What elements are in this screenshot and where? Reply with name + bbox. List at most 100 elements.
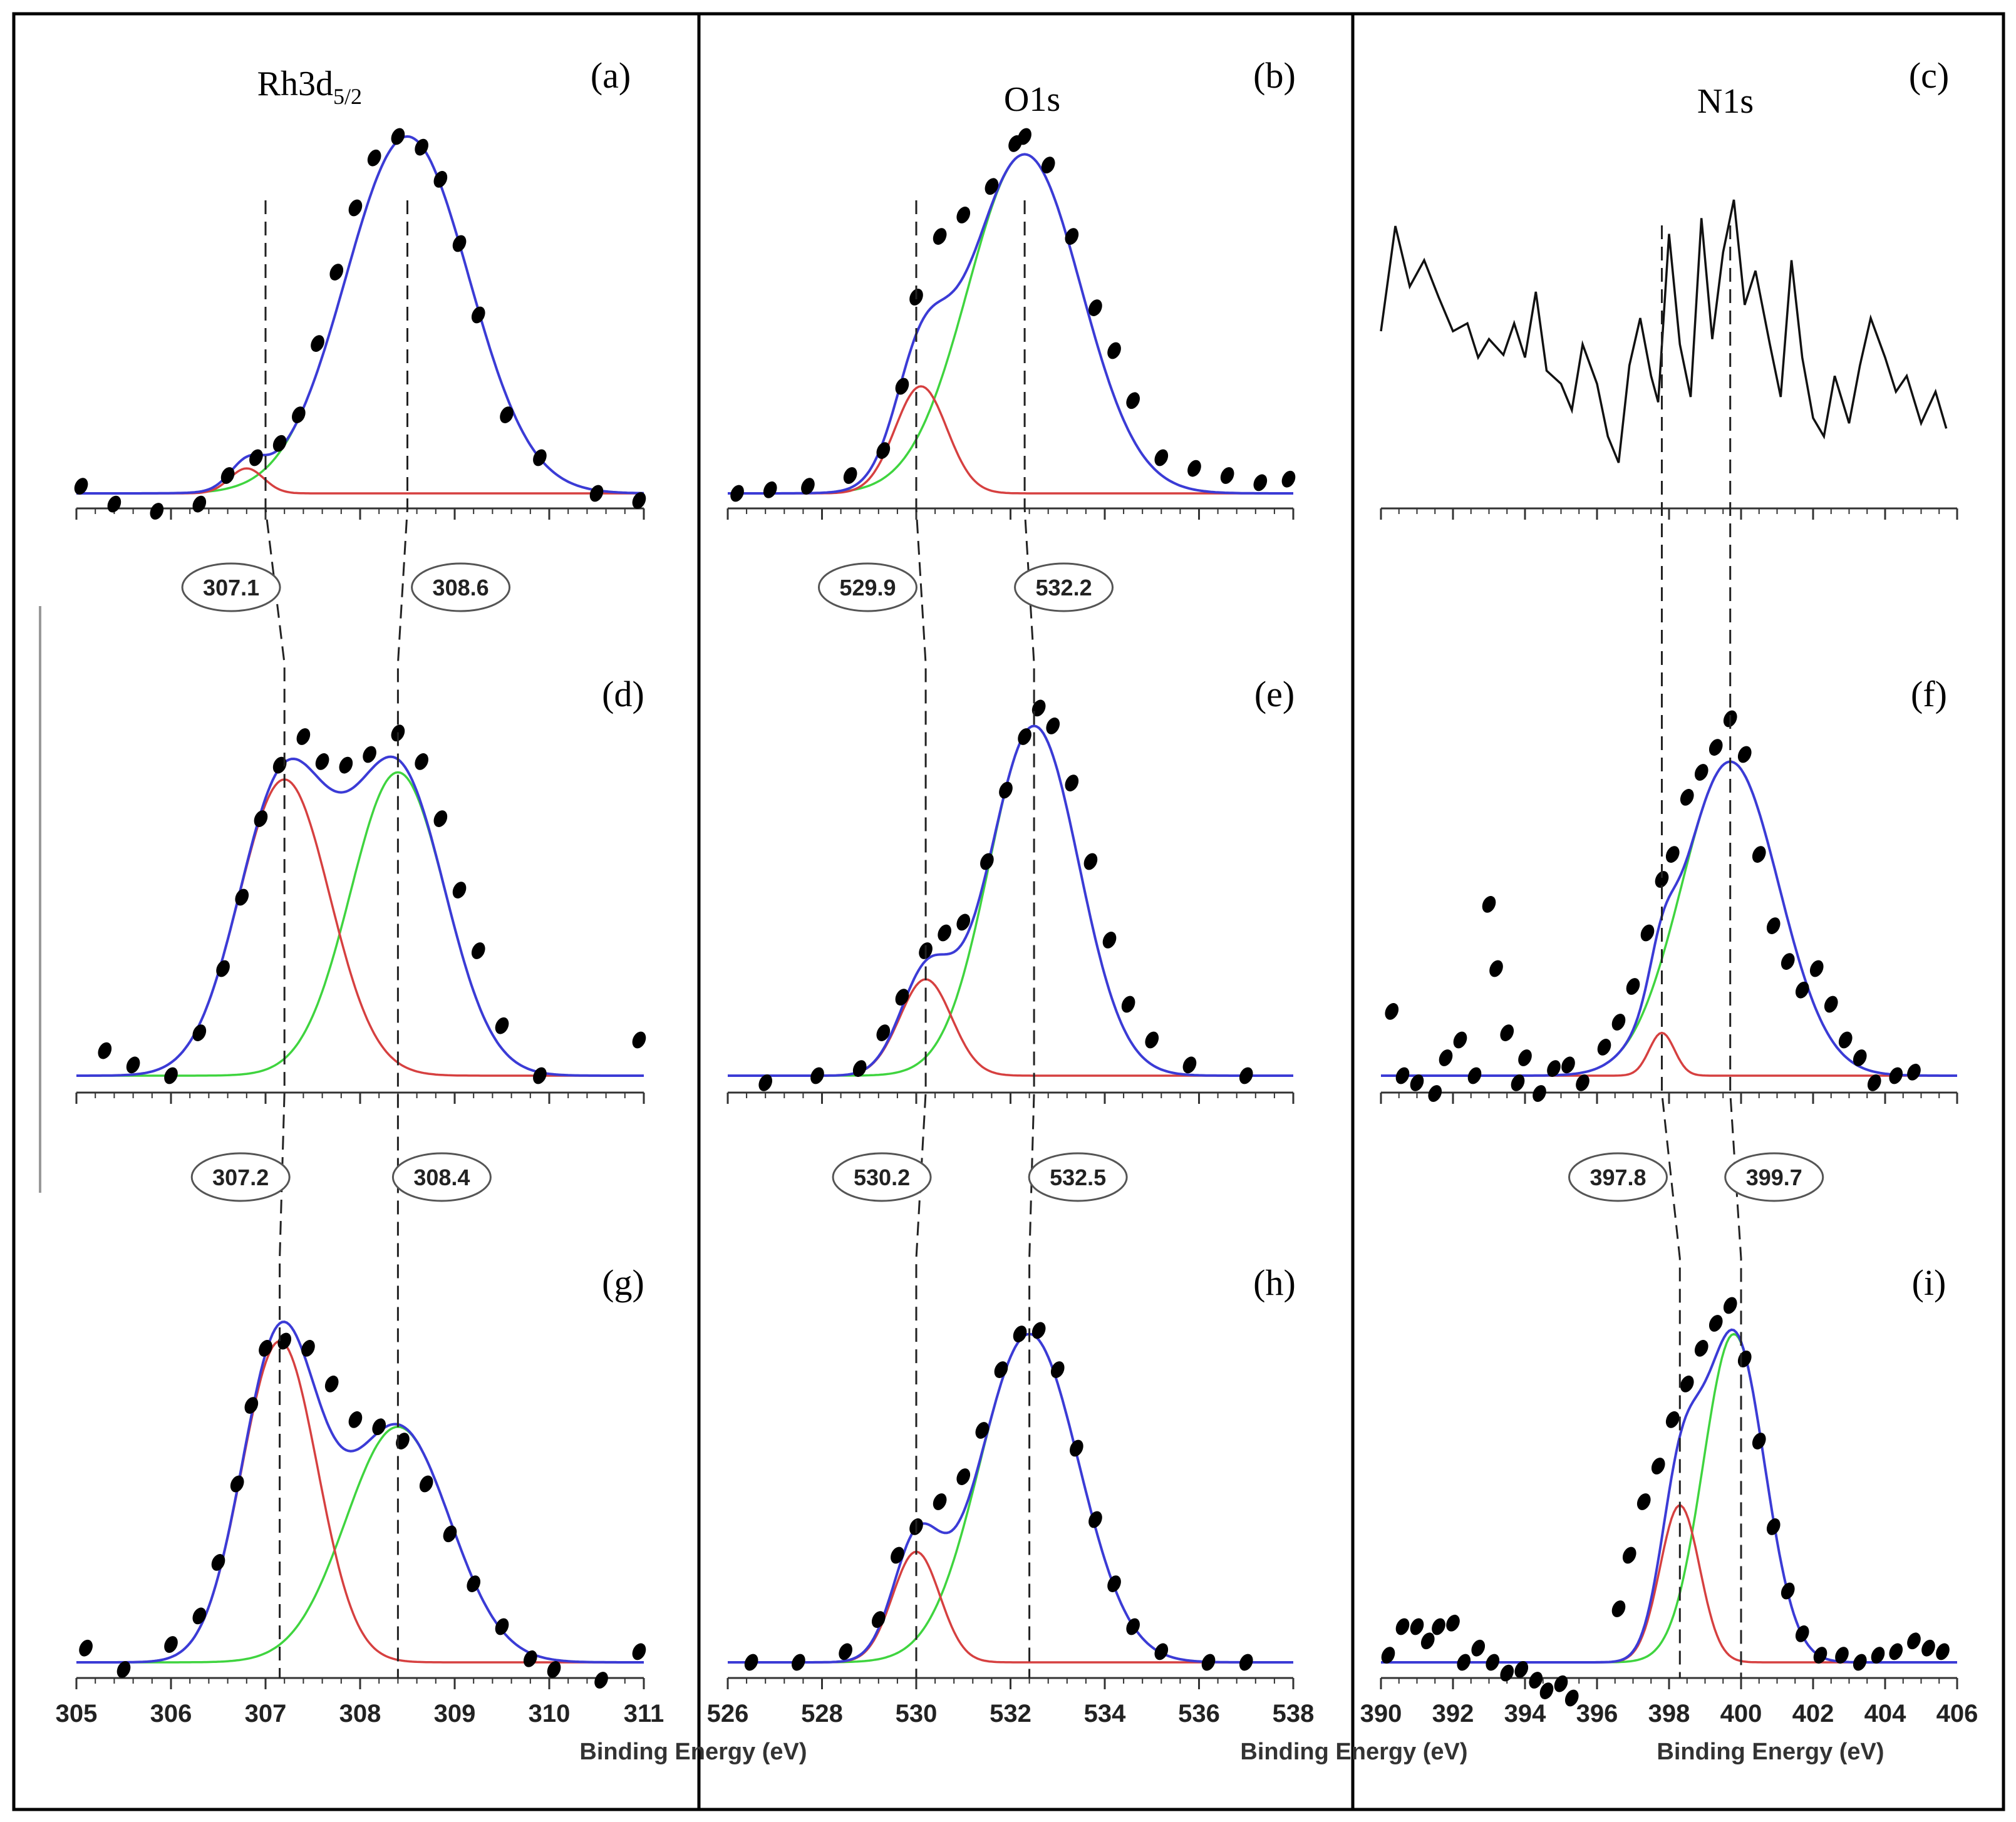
- tick-label: 534: [1084, 1700, 1126, 1727]
- tick-label: 532: [990, 1700, 1031, 1727]
- data-point: [1467, 1067, 1482, 1084]
- red-component-line: [1381, 1031, 1957, 1077]
- panel-label: (c): [1909, 55, 1949, 96]
- peak-value-label: 532.5: [1050, 1165, 1106, 1190]
- peak-value-label: 399.7: [1746, 1165, 1802, 1190]
- data-point: [1795, 1625, 1809, 1642]
- data-point: [1489, 960, 1503, 977]
- data-point: [1853, 1654, 1867, 1671]
- data-point: [452, 882, 467, 898]
- data-point: [871, 1611, 886, 1628]
- data-point: [244, 1397, 259, 1414]
- peak-value-oval: [190, 1152, 291, 1202]
- data-point: [1752, 846, 1766, 863]
- data-point: [396, 1433, 410, 1449]
- peak-value-oval: [1568, 1152, 1668, 1202]
- tick-label: 538: [1273, 1700, 1315, 1727]
- data-point: [1835, 1647, 1849, 1664]
- peak-guide-line: [396, 200, 408, 1678]
- data-point: [1031, 699, 1046, 717]
- tick-label: 390: [1360, 1700, 1402, 1727]
- figure-frame: [12, 12, 2005, 1811]
- data-point: [1201, 1654, 1216, 1671]
- data-point: [254, 810, 268, 827]
- data-point: [1889, 1643, 1903, 1660]
- data-point: [1636, 1493, 1651, 1510]
- data-point: [1239, 1067, 1253, 1084]
- data-point: [1121, 996, 1135, 1013]
- tick-label: 398: [1648, 1700, 1690, 1727]
- red-component-line: [76, 467, 644, 495]
- panel-label: (b): [1253, 55, 1296, 96]
- data-point: [1529, 1672, 1543, 1689]
- data-point: [1781, 1582, 1795, 1600]
- panel-label: (i): [1912, 1262, 1946, 1303]
- data-point: [1694, 764, 1708, 781]
- data-point: [533, 1067, 547, 1084]
- data-point: [594, 1672, 608, 1689]
- data-point: [1626, 978, 1640, 995]
- data-point: [1457, 1654, 1471, 1671]
- data-point: [1482, 896, 1496, 913]
- data-point: [1395, 1067, 1410, 1084]
- peak-value-label: 307.2: [212, 1165, 269, 1190]
- panel-d: (d): [75, 674, 646, 1104]
- data-point: [79, 1639, 93, 1657]
- data-point: [1088, 1511, 1102, 1528]
- data-point: [1766, 1518, 1781, 1535]
- data-point: [547, 1661, 561, 1678]
- panel-label: (f): [1911, 674, 1947, 714]
- data-point: [1824, 996, 1838, 1013]
- data-point: [1253, 474, 1268, 492]
- peak-value-badge: 307.2: [190, 1152, 291, 1202]
- data-point: [1640, 924, 1655, 942]
- data-point: [1182, 1056, 1197, 1074]
- data-point: [1795, 981, 1809, 999]
- envelope-line: [76, 755, 644, 1077]
- data-point: [1547, 1060, 1561, 1077]
- data-point: [956, 207, 971, 224]
- peak-value-label: 307.1: [203, 575, 259, 600]
- data-point: [433, 171, 448, 188]
- data-point: [1838, 1031, 1853, 1049]
- data-point: [292, 406, 306, 423]
- data-point: [415, 753, 428, 770]
- data-point: [339, 756, 353, 774]
- peak-value-badge: 308.6: [411, 562, 511, 612]
- data-point: [1018, 728, 1031, 745]
- peak-value-badge: 532.2: [1014, 562, 1114, 612]
- envelope-line: [728, 153, 1293, 495]
- data-point: [272, 756, 287, 774]
- data-point: [329, 264, 344, 281]
- tick-label: 406: [1936, 1700, 1978, 1727]
- data-point: [235, 888, 249, 906]
- peak-value-label: 397.8: [1590, 1165, 1646, 1190]
- data-point: [1921, 1639, 1935, 1657]
- data-point: [632, 1031, 646, 1049]
- title-o1s: O1s: [1004, 80, 1060, 119]
- envelope-line: [1381, 760, 1957, 1077]
- data-point: [419, 1475, 433, 1493]
- tick-label: 530: [896, 1700, 938, 1727]
- data-point: [956, 914, 971, 931]
- data-point: [1410, 1074, 1424, 1091]
- data-point: [150, 503, 164, 520]
- peak-value-label: 529.9: [839, 575, 896, 600]
- data-point: [192, 495, 207, 513]
- red-component-line: [728, 978, 1293, 1077]
- tick-label: 396: [1576, 1700, 1618, 1727]
- data-point: [1102, 932, 1117, 949]
- data-point: [632, 1643, 646, 1660]
- data-point: [348, 199, 363, 217]
- data-point: [452, 235, 467, 252]
- envelope-line: [76, 135, 644, 495]
- data-point: [1145, 1031, 1159, 1049]
- peak-guide-line: [1023, 200, 1035, 1678]
- data-point: [443, 1525, 457, 1543]
- data-point: [1622, 1547, 1636, 1564]
- data-point: [1511, 1074, 1525, 1091]
- data-point: [895, 378, 909, 395]
- data-point: [495, 1618, 509, 1635]
- data-point: [1518, 1049, 1532, 1066]
- red-component-line: [76, 1340, 644, 1664]
